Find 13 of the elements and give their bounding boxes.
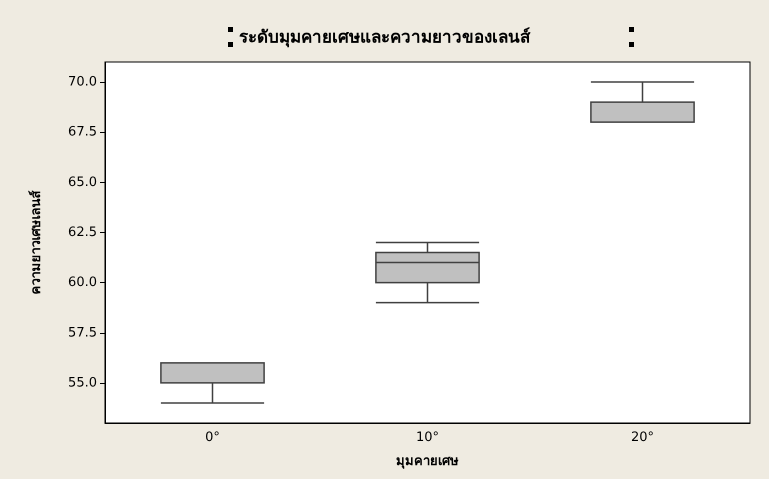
y-tick-label: 60.0 — [68, 275, 97, 290]
y-tick-label: 65.0 — [68, 174, 97, 190]
x-tick-label: 20° — [630, 430, 654, 445]
x-axis-title: มุมคายเศษ — [396, 454, 459, 469]
x-tick-label: 0° — [205, 430, 220, 445]
y-tick-label: 70.0 — [68, 74, 97, 90]
y-tick-label: 67.5 — [68, 124, 97, 140]
y-tick-label: 55.0 — [68, 375, 97, 390]
chart-title: ระดับมุมคายเศษและความยาวของเลนส์ — [239, 26, 531, 48]
y-tick-label: 57.5 — [68, 325, 97, 340]
y-axis-title: ความยาวเศษเลนส์ — [28, 190, 44, 294]
y-tick-label: 62.5 — [68, 224, 97, 240]
x-tick-label: 10° — [416, 430, 440, 445]
